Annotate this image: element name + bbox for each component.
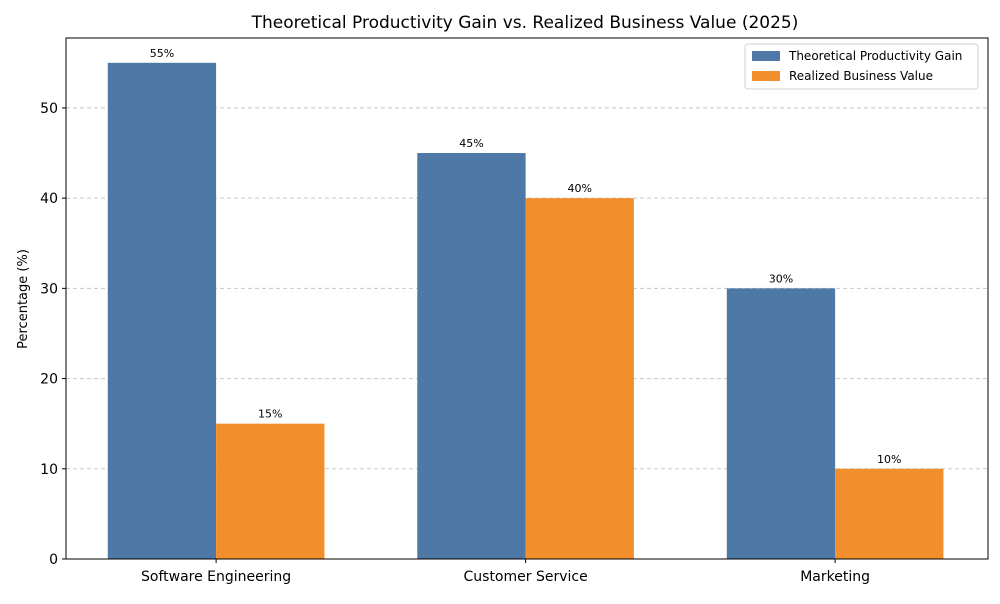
bar-1-1 [525, 198, 634, 559]
data-label: 40% [568, 182, 592, 195]
y-axis-label: Percentage (%) [16, 249, 31, 349]
x-tick-label: Marketing [800, 569, 870, 585]
y-tick-label: 10 [40, 462, 58, 478]
y-tick-label: 0 [49, 552, 58, 568]
data-label: 10% [877, 453, 901, 466]
data-label: 55% [150, 47, 174, 60]
y-tick-label: 20 [40, 372, 58, 388]
bar-0-1 [417, 153, 526, 559]
chart-title: Theoretical Productivity Gain vs. Realiz… [251, 13, 799, 33]
y-tick-label: 50 [40, 101, 58, 117]
bar-0-0 [107, 62, 217, 560]
legend-swatch [752, 51, 780, 61]
legend-box [744, 43, 979, 90]
data-label: 45% [459, 137, 483, 150]
legend-label: Theoretical Productivity Gain [788, 49, 962, 63]
plot-frame [65, 37, 989, 560]
x-tick-label: Customer Service [464, 569, 588, 585]
y-tick-label: 30 [40, 281, 58, 297]
y-tick-label: 40 [40, 191, 58, 207]
bar-0-2 [726, 288, 836, 559]
bar-1-0 [216, 423, 325, 559]
data-label: 15% [258, 408, 282, 421]
legend-swatch [752, 71, 780, 81]
data-label: 30% [769, 272, 793, 285]
bar-1-2 [835, 468, 944, 559]
x-tick-label: Software Engineering [141, 569, 291, 585]
legend: Theoretical Productivity Gain Realized Bu… [744, 43, 979, 90]
legend-label: Realized Business Value [789, 69, 933, 83]
